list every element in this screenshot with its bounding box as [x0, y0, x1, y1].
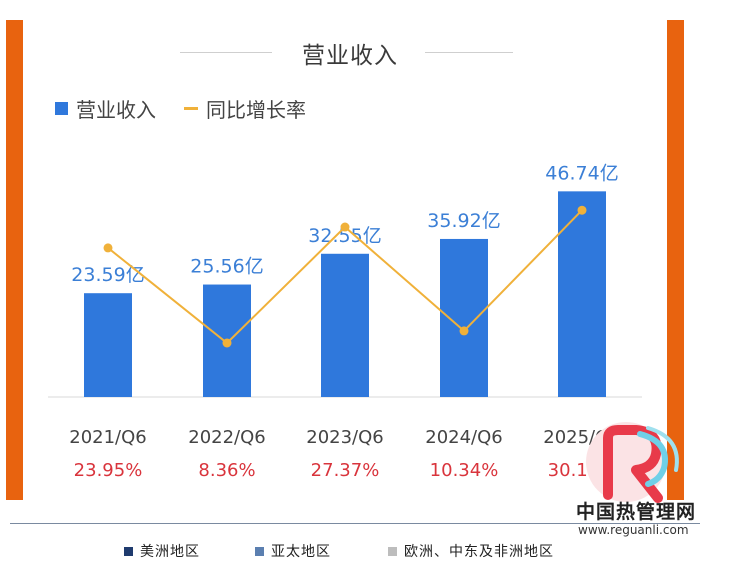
watermark-logo-icon [586, 422, 679, 503]
footer-legend-2-label: 亚太地区 [271, 544, 331, 560]
legend-line-label: 同比增长率 [206, 98, 306, 122]
footer-legend-1-label: 美洲地区 [140, 544, 200, 560]
legend-bar-swatch [55, 102, 68, 115]
bar-value-label-2021/Q6: 23.59亿 [71, 264, 144, 286]
bar-2024/Q6 [440, 238, 488, 397]
bar-value-label-2024/Q6: 35.92亿 [427, 210, 500, 232]
growth-rate-label-2023/Q6: 27.37% [311, 460, 380, 481]
footer-legend-1: 美洲地区 [124, 541, 200, 561]
growth-rate-label-2024/Q6: 10.34% [430, 460, 499, 481]
growth-point-2023/Q6 [340, 222, 350, 232]
legend-line-swatch [184, 107, 198, 110]
bar-2021/Q6 [84, 293, 132, 397]
growth-point-2021/Q6 [103, 243, 113, 253]
footer-legend-3-label: 欧洲、中东及非洲地区 [404, 544, 554, 560]
growth-rate-label-2021/Q6: 23.95% [74, 460, 143, 481]
bar-value-label-2023/Q6: 32.55亿 [308, 225, 381, 247]
x-tick-label-2022/Q6: 2022/Q6 [188, 427, 266, 448]
legend-bar-label: 营业收入 [76, 98, 156, 122]
footer-legend-3: 欧洲、中东及非洲地区 [388, 541, 554, 561]
footer-divider [10, 523, 700, 524]
legend-line: 同比增长率 [184, 94, 306, 123]
x-tick-label-2024/Q6: 2024/Q6 [425, 427, 503, 448]
bar-2023/Q6 [321, 253, 369, 397]
right-orange-band [667, 20, 684, 500]
watermark-site-name: 中国热管理网 [576, 501, 697, 523]
bar-value-label-2022/Q6: 25.56亿 [190, 256, 263, 278]
left-orange-band [6, 20, 23, 500]
bar-2025/Q6 [558, 191, 606, 397]
footer-legend-1-swatch [124, 546, 133, 556]
footer-legend-3-swatch [388, 546, 397, 556]
x-tick-label-2023/Q6: 2023/Q6 [306, 427, 384, 448]
growth-rate-label-2022/Q6: 8.36% [198, 460, 255, 481]
footer-legend-2: 亚太地区 [255, 541, 331, 561]
footer-legend-2-swatch [255, 546, 264, 556]
legend-bar: 营业收入 [55, 94, 156, 123]
x-tick-label-2021/Q6: 2021/Q6 [69, 427, 147, 448]
growth-point-2022/Q6 [222, 338, 232, 348]
watermark-site-url: www.reguanli.com [578, 523, 689, 537]
growth-point-2024/Q6 [459, 326, 469, 336]
title-rule-left [180, 52, 272, 53]
chart-title: 营业收入 [302, 43, 398, 69]
bar-value-label-2025/Q6: 46.74亿 [545, 162, 618, 184]
growth-point-2025/Q6 [577, 205, 587, 215]
title-rule-right [425, 52, 513, 53]
